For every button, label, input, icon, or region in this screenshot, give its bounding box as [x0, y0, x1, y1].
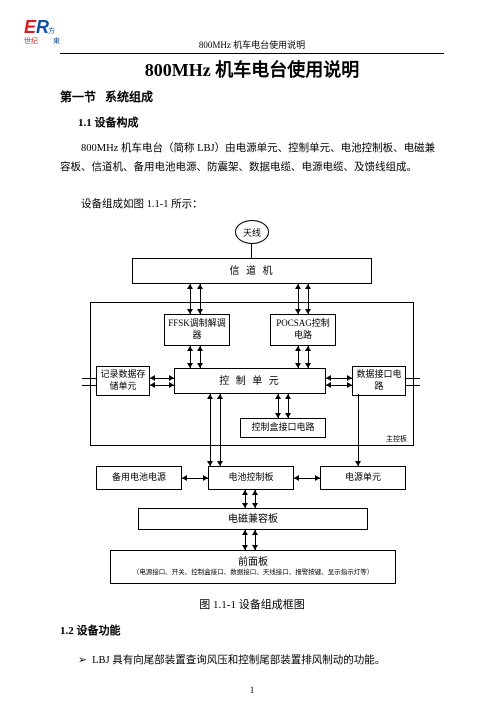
document-title: 800MHz 机车电台使用说明 [0, 56, 504, 82]
connector [251, 244, 252, 258]
channel-box: 信 道 机 [132, 258, 372, 284]
subsection-1-1: 1.1 设备构成 [78, 114, 139, 130]
front-panel-title: 前面板 [238, 556, 268, 569]
arrow-icon [275, 413, 281, 418]
pocsag-box: POCSAG控制电路 [270, 314, 336, 346]
connector [220, 394, 221, 466]
arrow-icon [242, 530, 248, 535]
arrow-icon [347, 382, 352, 388]
arrow-icon [315, 475, 320, 481]
connector [406, 378, 420, 379]
battery-board-box: 电池控制板 [208, 466, 294, 490]
front-panel-box: 前面板 （电源接口、开关、控制盒接口、数据接口、天线接口、报警按键、显示指示灯等… [110, 550, 396, 584]
arrow-icon [150, 382, 155, 388]
arrow-icon [326, 375, 331, 381]
logo-subtitle: 世纪 方 東 [24, 36, 60, 46]
arrow-icon [252, 503, 258, 508]
connector [82, 385, 96, 386]
emc-board-box: 电磁兼容板 [138, 508, 368, 530]
control-box-interface: 控制盒接口电路 [240, 418, 326, 438]
control-unit-box: 控 制 单 元 [174, 368, 326, 394]
antenna-node: 天线 [235, 220, 269, 244]
section-1-heading: 第一节 系统组成 [60, 88, 153, 105]
connector [406, 385, 420, 386]
arrow-icon [252, 490, 258, 495]
subsection-1-2: 1.2 设备功能 [60, 622, 121, 638]
arrow-icon [150, 375, 155, 381]
backup-battery-box: 备用电池电源 [96, 466, 182, 490]
arrow-icon [295, 284, 301, 289]
arrow-icon [285, 394, 291, 399]
arrow-icon [207, 394, 213, 399]
logo-sub-mid: 方 [48, 26, 55, 36]
arrow-icon [295, 346, 301, 351]
connector [82, 378, 96, 379]
logo-e: E [24, 17, 36, 37]
arrow-icon [347, 375, 352, 381]
arrow-icon [275, 394, 281, 399]
main-board-label: 主控板 [386, 434, 407, 444]
arrow-icon [217, 394, 223, 399]
figure-caption: 图 1.1-1 设备组成框图 [0, 596, 504, 612]
bullet-text: LBJ 具有向尾部装置查询风压和控制尾部装置排风制动的功能。 [92, 655, 385, 666]
arrow-icon [326, 382, 331, 388]
arrow-icon [242, 503, 248, 508]
arrow-icon [187, 346, 193, 351]
data-port-box: 数据接口电路 [352, 366, 406, 396]
page-number: 1 [0, 685, 504, 695]
arrow-icon [252, 530, 258, 535]
page-header: 800MHz 机车电台使用说明 [60, 38, 444, 54]
section-number: 第一节 [60, 90, 96, 104]
arrow-icon [197, 284, 203, 289]
logo-sub-right: 東 [53, 36, 60, 46]
record-storage-box: 记录数据存储单元 [96, 366, 150, 396]
block-diagram: 天线 信 道 机 主控板 FFSK调制解调器 POCSAG控制电路 记录数据存储… [80, 220, 424, 592]
arrow-icon [305, 346, 311, 351]
front-panel-subtitle: （电源接口、开关、控制盒接口、数据接口、天线接口、报警按键、显示指示灯等） [133, 569, 374, 577]
power-unit-box: 电源单元 [320, 466, 406, 490]
logo-sub-left: 世纪 [24, 36, 38, 46]
connector [210, 394, 211, 466]
section-title: 系统组成 [105, 90, 153, 104]
arrow-icon [169, 375, 174, 381]
paragraph-1: 800MHz 机车电台（简称 LBJ）由电源单元、控制单元、电池控制板、电磁兼容… [60, 140, 444, 178]
arrow-icon [203, 475, 208, 481]
figure-reference: 设备组成如图 1.1-1 所示： [60, 196, 444, 211]
arrow-icon [197, 346, 203, 351]
bullet-item-1: ➢ LBJ 具有向尾部装置查询风压和控制尾部装置排风制动的功能。 [78, 652, 444, 667]
arrow-icon [355, 461, 361, 466]
arrow-icon [294, 475, 299, 481]
arrow-icon [305, 284, 311, 289]
arrow-icon [187, 284, 193, 289]
connector [358, 394, 359, 466]
arrow-icon [169, 382, 174, 388]
arrow-icon [182, 475, 187, 481]
arrow-icon [285, 413, 291, 418]
arrow-icon [242, 490, 248, 495]
ffsk-box: FFSK调制解调器 [164, 314, 230, 346]
